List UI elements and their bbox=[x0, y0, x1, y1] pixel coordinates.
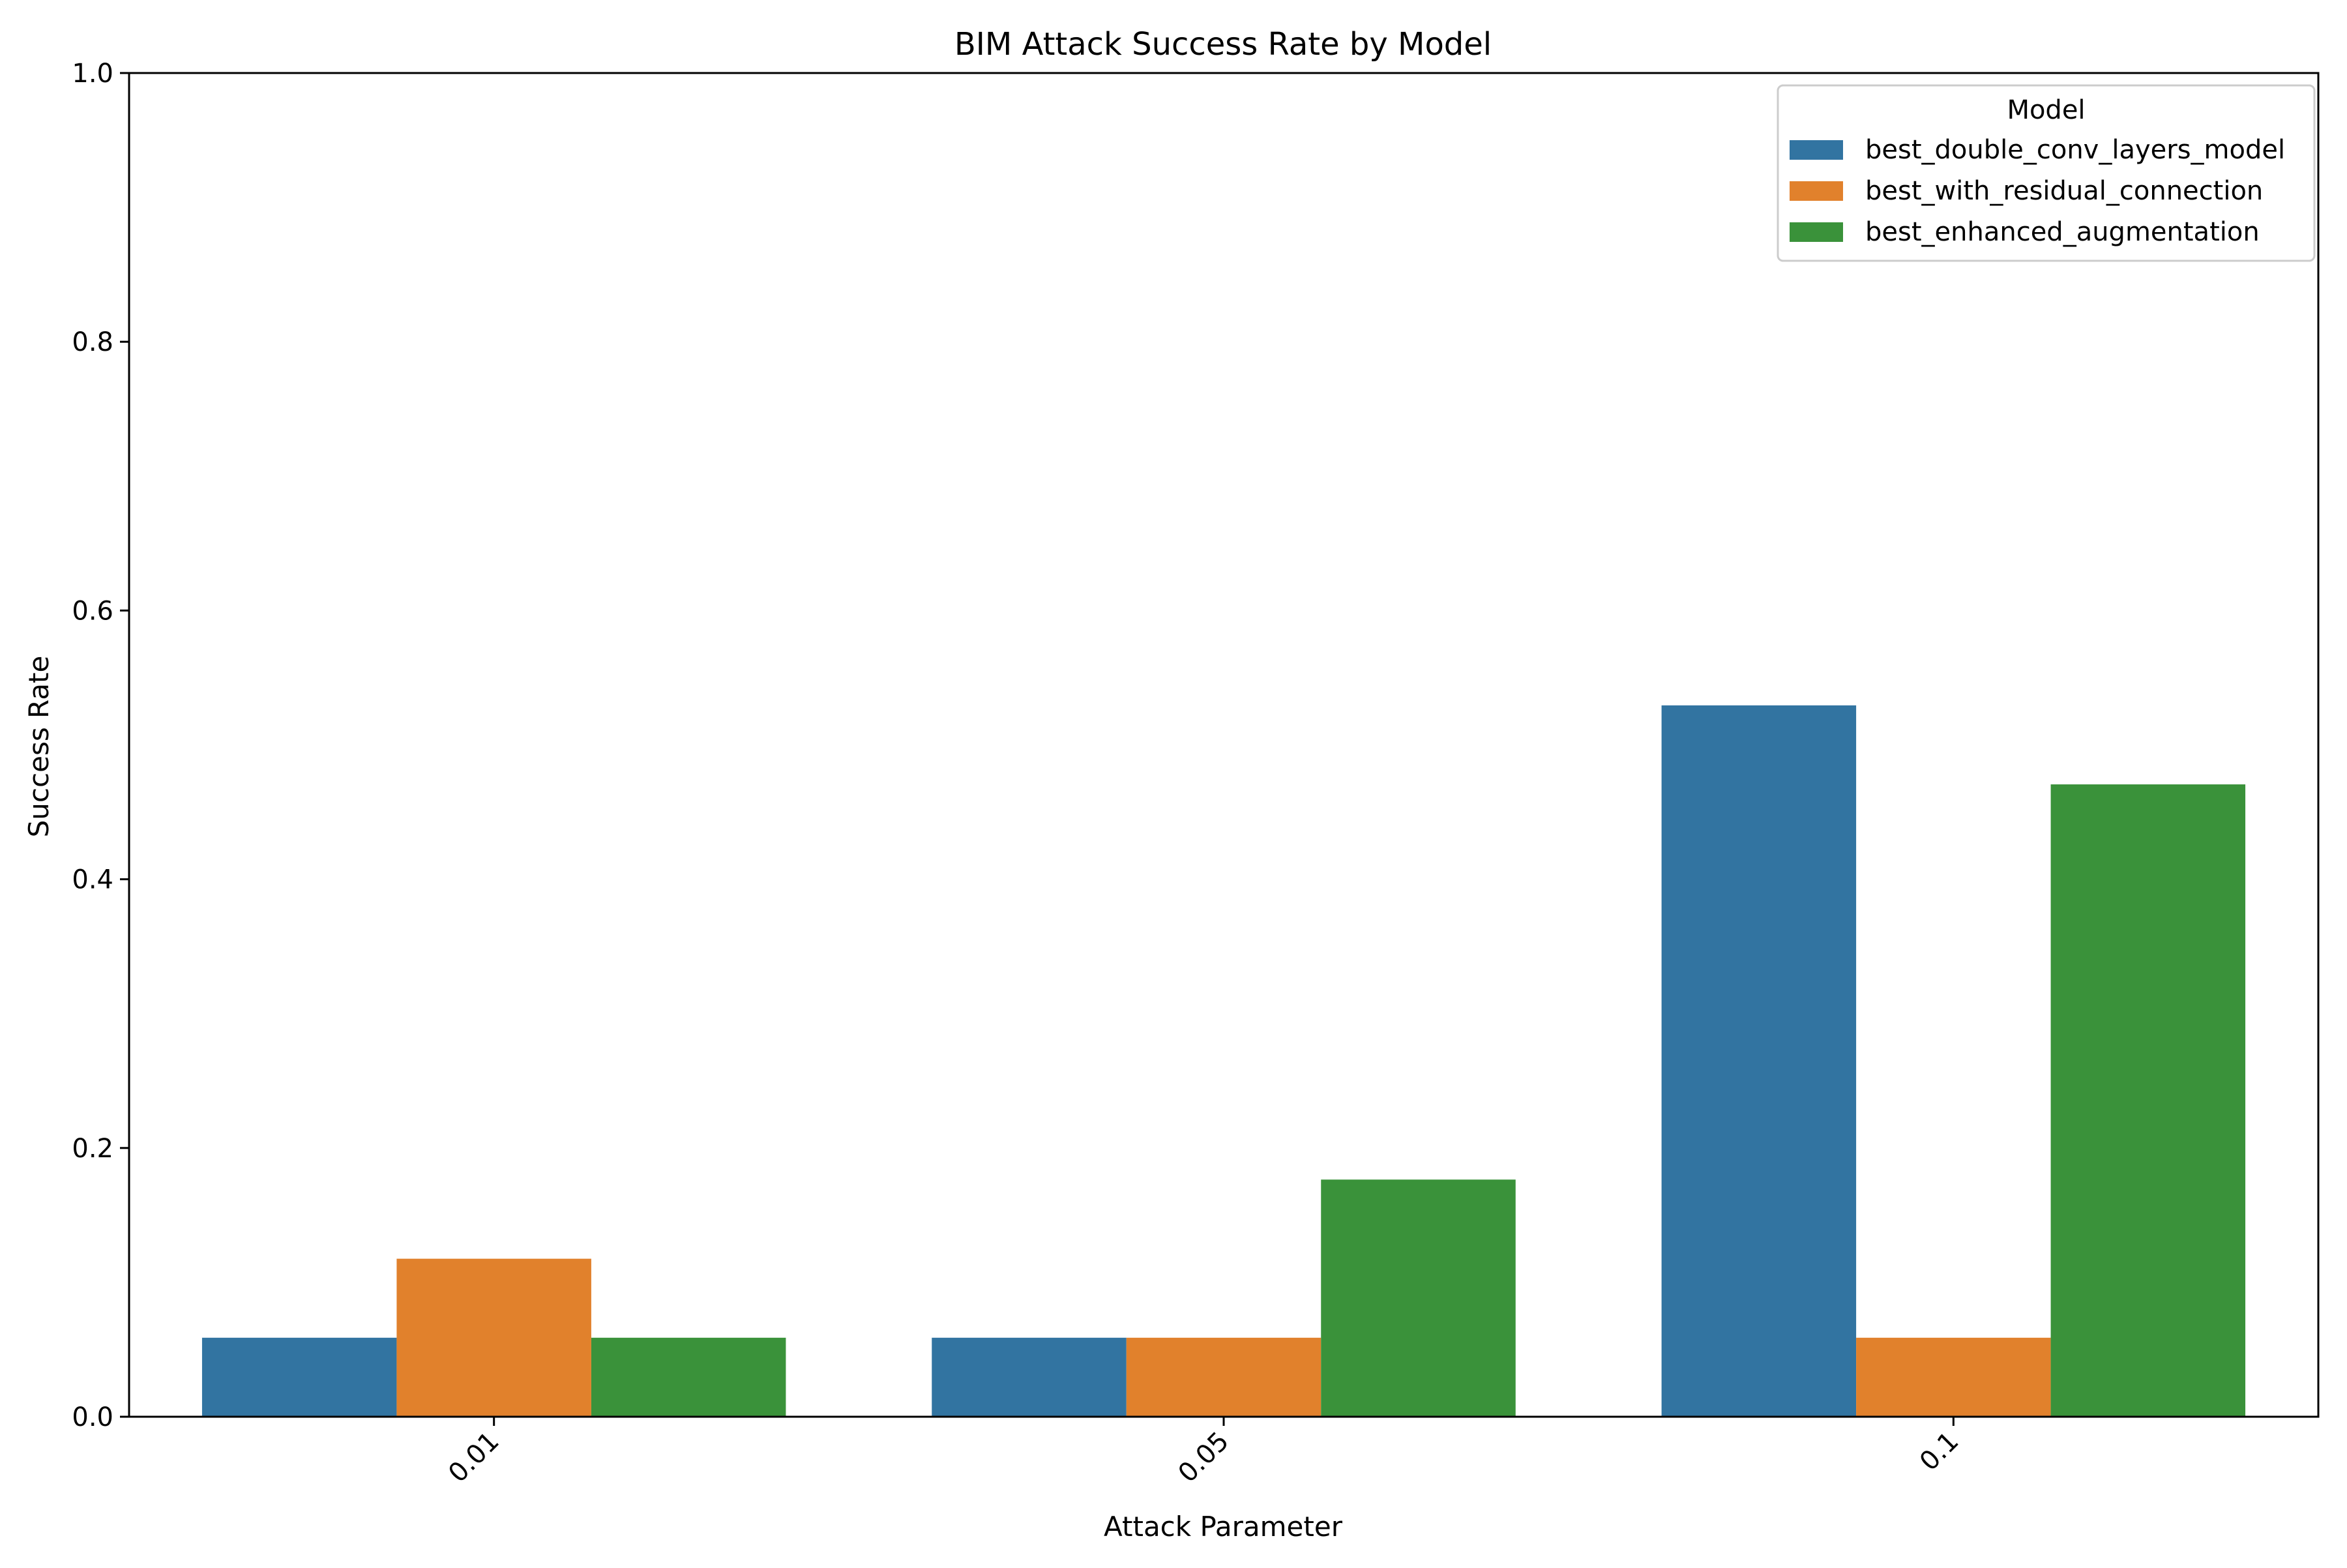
bar-1-0.1 bbox=[1661, 705, 1857, 1417]
legend-swatch bbox=[1790, 140, 1843, 160]
legend-swatch bbox=[1790, 181, 1843, 201]
axes-layer: 0.00.20.40.60.81.00.01 0.05 0.1 bbox=[72, 59, 2320, 1488]
legend-entry-label: best_double_conv_layers_model bbox=[1865, 135, 2285, 165]
bar-3-0.01 bbox=[591, 1337, 786, 1417]
bar-1-0.05 bbox=[932, 1337, 1127, 1417]
x-axis-label: Attack Parameter bbox=[1104, 1511, 1343, 1543]
chart-title: BIM Attack Success Rate by Model bbox=[954, 26, 1492, 63]
y-tick-label: 1.0 bbox=[72, 59, 113, 89]
legend-title: Model bbox=[2007, 95, 2085, 125]
bar-2-0.05 bbox=[1126, 1337, 1321, 1417]
y-tick-label: 0.0 bbox=[72, 1402, 113, 1432]
y-tick-label: 0.6 bbox=[72, 596, 113, 626]
legend-box bbox=[1777, 84, 2316, 262]
bar-2-0.01 bbox=[396, 1258, 591, 1417]
y-tick-label: 0.4 bbox=[72, 865, 113, 895]
bar-3-0.05 bbox=[1321, 1179, 1516, 1417]
bar-1-0.01 bbox=[201, 1337, 397, 1417]
y-tick-label: 0.8 bbox=[72, 327, 113, 357]
y-tick-label: 0.2 bbox=[72, 1134, 113, 1164]
bar-2-0.1 bbox=[1856, 1337, 2051, 1417]
bar-3-0.1 bbox=[2050, 784, 2246, 1417]
y-axis-label: Success Rate bbox=[23, 656, 55, 838]
legend-swatch bbox=[1790, 222, 1843, 242]
legend-entry-label: best_enhanced_augmentation bbox=[1865, 217, 2260, 247]
legend-entry-label: best_with_residual_connection bbox=[1865, 176, 2263, 206]
bars-layer bbox=[201, 705, 2246, 1417]
legend: Model best_double_conv_layers_model best_w… bbox=[1777, 84, 2316, 262]
